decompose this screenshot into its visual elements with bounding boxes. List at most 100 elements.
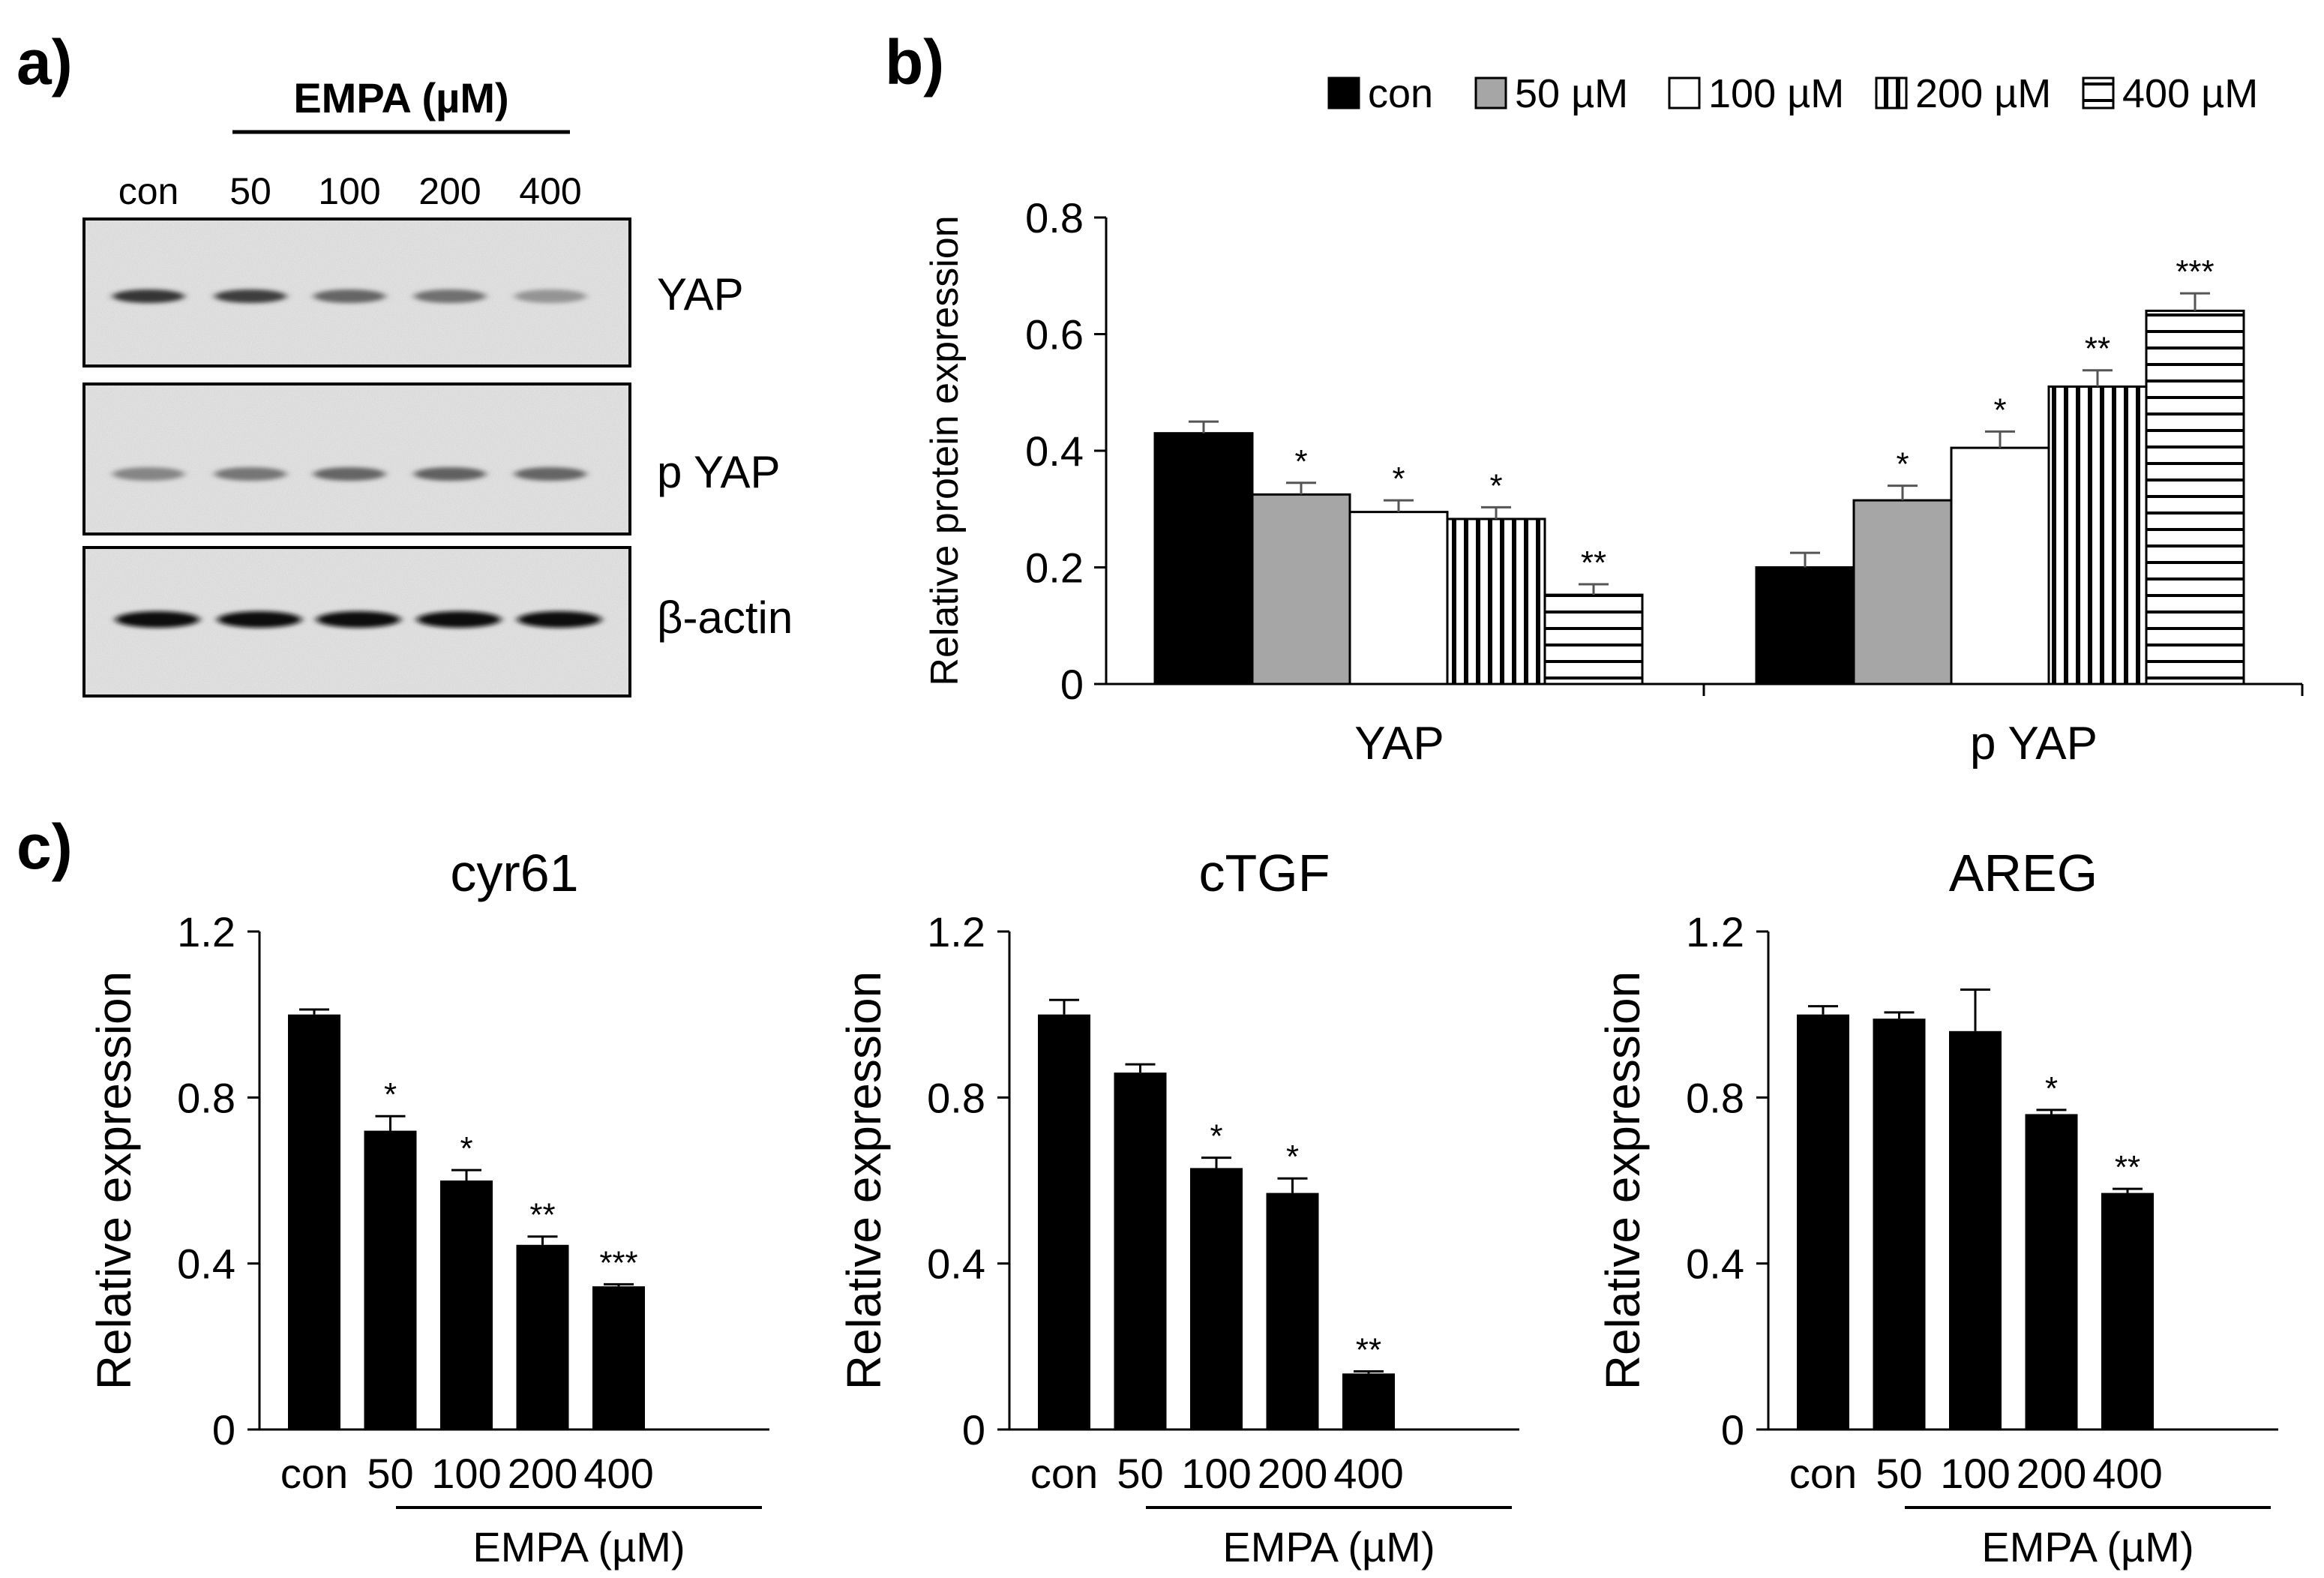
panel-label-c: c) <box>16 812 73 882</box>
blot-lane-labels: con 50 100 200 400 <box>118 170 582 212</box>
blot-band <box>417 611 501 628</box>
bar <box>1949 1030 2002 1430</box>
bar <box>1873 1018 1926 1430</box>
y-tick-label: 0 <box>212 1406 235 1454</box>
bar <box>1251 493 1351 686</box>
blot-band <box>112 467 184 481</box>
bar <box>1153 432 1254 686</box>
blot-row: YAP <box>82 218 744 368</box>
y-tick-label: 0.4 <box>927 1240 985 1288</box>
chart-title: cTGF <box>1199 844 1330 902</box>
bar <box>1446 518 1546 686</box>
significance-marker: * <box>1286 1138 1299 1175</box>
bar <box>1755 566 1855 686</box>
y-tick-label: 0.4 <box>1025 428 1084 475</box>
blot-row-label: YAP <box>657 269 744 320</box>
blot-band <box>115 611 199 628</box>
x-tick-label: 200 <box>1258 1450 1327 1497</box>
blot-band <box>514 290 586 303</box>
bar <box>288 1014 340 1430</box>
blot-frame <box>82 546 631 698</box>
x-tick-label: 100 <box>1940 1450 2010 1497</box>
significance-marker: ** <box>1356 1332 1381 1369</box>
y-tick-label: 0.4 <box>177 1240 235 1288</box>
x-tick-label: 400 <box>1333 1450 1403 1497</box>
significance-marker: * <box>384 1076 397 1113</box>
bar <box>2025 1114 2078 1430</box>
blot-treatment-label: EMPA (µM) <box>293 74 508 122</box>
blot-band <box>316 611 400 628</box>
bar <box>1342 1373 1395 1430</box>
y-tick-label: 0.4 <box>1686 1240 1744 1288</box>
y-tick-label: 0 <box>962 1406 985 1454</box>
blot-band <box>217 611 301 628</box>
blot-band <box>414 290 486 303</box>
x-tick-label: 50 <box>367 1450 413 1497</box>
y-axis-title: Relative expression <box>1596 971 1650 1390</box>
bar <box>2101 1192 2154 1430</box>
blot-lane-label: 100 <box>318 170 380 212</box>
y-tick-label: 1.2 <box>177 908 235 956</box>
y-axis-title: Relative expression <box>87 971 141 1390</box>
blot-lane-label: 50 <box>229 170 271 212</box>
legend-label: 50 µM <box>1515 71 1628 116</box>
x-tick-label: 50 <box>1876 1450 1922 1497</box>
bar <box>1543 593 1644 686</box>
blot-band <box>313 290 385 303</box>
bar <box>1114 1072 1167 1430</box>
x-tick-label: 200 <box>508 1450 577 1497</box>
bar <box>2145 309 2245 686</box>
significance-marker: * <box>1210 1118 1222 1155</box>
x-axis-title: EMPA (µM) <box>472 1523 685 1570</box>
bar <box>1950 446 2050 686</box>
blot-frame <box>82 382 631 536</box>
y-tick-label: 0 <box>1721 1406 1744 1454</box>
x-axis-title: EMPA (µM) <box>1222 1523 1435 1570</box>
x-tick-label: con <box>280 1450 348 1497</box>
significance-marker: * <box>1489 467 1502 504</box>
y-tick-label: 0.2 <box>1025 544 1084 592</box>
y-tick-label: 0 <box>1060 661 1084 708</box>
x-axis-title: EMPA (µM) <box>1981 1523 2194 1570</box>
x-category-label: p YAP <box>1970 718 2098 770</box>
x-tick-label: 50 <box>1117 1450 1163 1497</box>
x-tick-label: 400 <box>583 1450 653 1497</box>
legend-swatch <box>1327 76 1360 110</box>
bar <box>1348 511 1449 686</box>
blot-frame <box>82 218 631 368</box>
bar <box>440 1180 493 1430</box>
x-tick-label: 100 <box>431 1450 501 1497</box>
blot-rows: YAP p YAP β-actin <box>82 218 793 698</box>
x-tick-label: con <box>1030 1450 1098 1497</box>
x-tick-label: 100 <box>1181 1450 1251 1497</box>
panel-label-a: a) <box>16 27 73 98</box>
blot-band <box>112 290 184 303</box>
y-tick-label: 0.8 <box>927 1074 985 1121</box>
bar <box>364 1130 417 1430</box>
chart-c-cyr61: cyr61 0 0.4 0.8 1.2 Relative expression con * 50… <box>87 844 769 1570</box>
blot-lane-label: 400 <box>519 170 581 212</box>
blot-band <box>214 290 286 303</box>
blot-membrane-texture <box>84 384 630 534</box>
legend-label: 100 µM <box>1708 71 1844 116</box>
bar <box>2047 385 2148 686</box>
bar <box>1038 1014 1090 1430</box>
significance-marker: * <box>1896 446 1909 483</box>
significance-marker: *** <box>2176 254 2214 290</box>
significance-marker: * <box>1993 392 2006 428</box>
bar <box>1190 1168 1243 1430</box>
x-tick-label: 200 <box>2017 1450 2086 1497</box>
significance-marker: ** <box>1581 544 1606 581</box>
panel-label-b: b) <box>885 27 944 98</box>
blot-band <box>313 467 385 481</box>
chart-c-areg: AREG 0 0.4 0.8 1.2 Relative expression con 50 10… <box>1596 844 2278 1570</box>
bar <box>592 1286 645 1430</box>
legend-label: 200 µM <box>1915 71 2051 116</box>
significance-marker: * <box>1294 443 1307 480</box>
blot-band <box>214 467 286 481</box>
y-tick-label: 0.8 <box>1686 1074 1744 1121</box>
y-axis-title: Relative expression <box>837 971 891 1390</box>
legend-label: 400 µM <box>2122 71 2258 116</box>
y-tick-label: 0.6 <box>1025 311 1084 358</box>
